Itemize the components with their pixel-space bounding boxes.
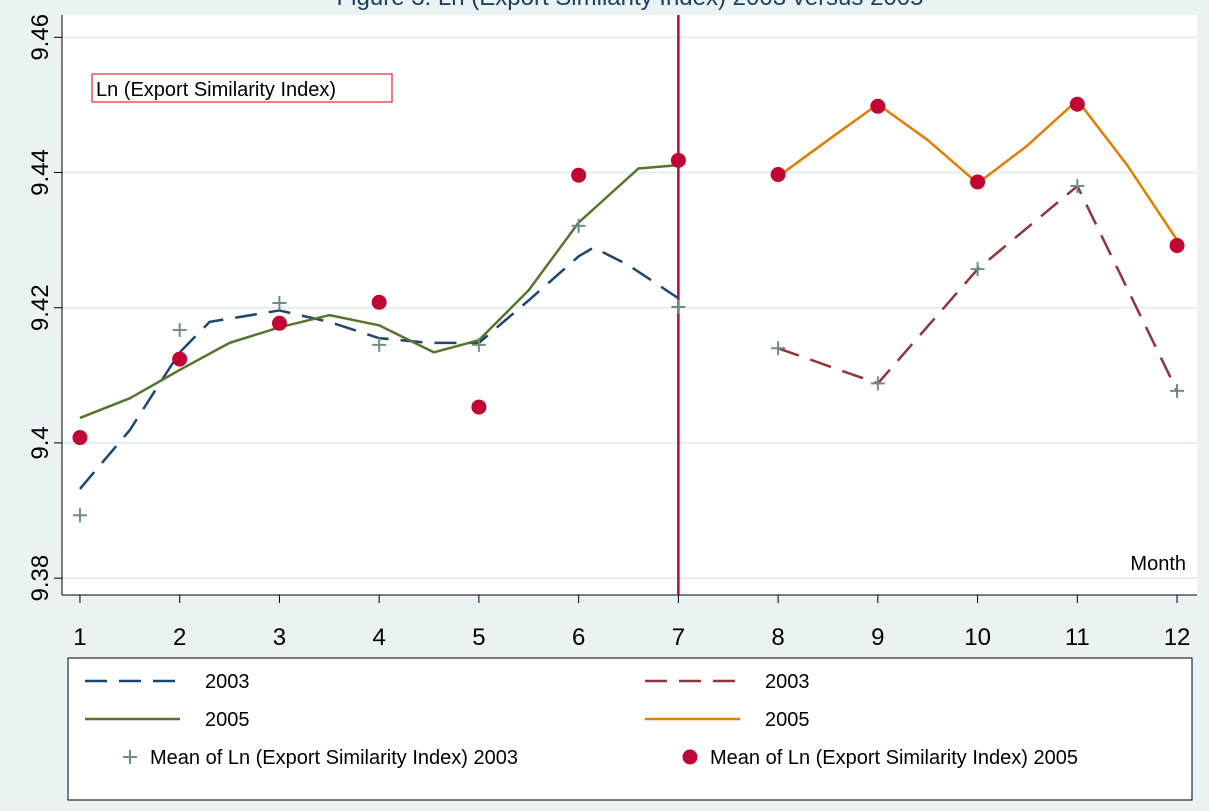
- x-tick-label: 4: [372, 624, 385, 651]
- legend-label: Mean of Ln (Export Similarity Index) 200…: [710, 747, 1078, 769]
- x-tick-label: 12: [1164, 624, 1191, 651]
- x-tick-label: 5: [472, 624, 485, 651]
- x-tick-label: 2: [173, 624, 186, 651]
- x-tick-label: 7: [672, 624, 685, 651]
- marker-plus: [471, 337, 486, 352]
- series-line: [79, 163, 679, 420]
- marker-plus: [1170, 383, 1185, 398]
- marker-dot: [670, 152, 686, 168]
- marker-plus: [870, 376, 885, 391]
- plot-area: [62, 15, 1197, 595]
- marker-plus: [272, 295, 287, 310]
- marker-plus: [1070, 179, 1085, 194]
- marker-dot: [1069, 96, 1085, 112]
- legend-label: 2003: [765, 671, 810, 693]
- y-tick-label: 9.38: [27, 555, 54, 602]
- y-tick-label: 9.42: [27, 284, 54, 331]
- marker-dot: [870, 98, 886, 114]
- marker-dot: [970, 174, 986, 190]
- marker-dot: [471, 399, 487, 415]
- marker-plus: [72, 508, 87, 523]
- marker-dot: [371, 294, 387, 310]
- y-tick-label: 9.44: [27, 149, 54, 196]
- marker-plus: [671, 300, 686, 315]
- marker-dot: [1169, 238, 1185, 254]
- y-tick-label: 9.46: [27, 14, 54, 61]
- annotation-box: [91, 73, 393, 103]
- chart-title: Figure 3: Ln (Export Similarity Index) 2…: [337, 0, 924, 11]
- x-tick-label: 3: [273, 624, 286, 651]
- x-tick-label: 1: [73, 624, 86, 651]
- legend-symbol: [682, 749, 698, 765]
- marker-plus: [771, 341, 786, 356]
- marker-dot: [571, 167, 587, 183]
- marker-dot: [72, 430, 88, 446]
- x-tick-label: 8: [771, 624, 784, 651]
- y-tick-label: 9.4: [27, 426, 54, 459]
- marker-plus: [571, 218, 586, 233]
- marker-plus: [372, 337, 387, 352]
- legend: [67, 657, 1193, 801]
- x-axis-label: Month: [1130, 553, 1186, 575]
- legend-label: Mean of Ln (Export Similarity Index) 200…: [150, 747, 518, 769]
- legend-label: 2005: [765, 709, 810, 731]
- x-tick-label: 9: [871, 624, 884, 651]
- legend-symbol: [123, 750, 137, 764]
- marker-dot: [271, 315, 287, 331]
- marker-dot: [172, 351, 188, 367]
- x-tick-label: 11: [1065, 624, 1090, 651]
- marker-plus: [970, 262, 985, 277]
- legend-label: 2003: [205, 671, 250, 693]
- marker-plus: [172, 323, 187, 338]
- annotation: Ln (Export Similarity Index): [96, 79, 336, 101]
- marker-dot: [770, 167, 786, 183]
- legend-label: 2005: [205, 709, 250, 731]
- series-line: [78, 246, 680, 490]
- x-tick-label: 6: [572, 624, 585, 651]
- x-tick-label: 10: [964, 624, 991, 651]
